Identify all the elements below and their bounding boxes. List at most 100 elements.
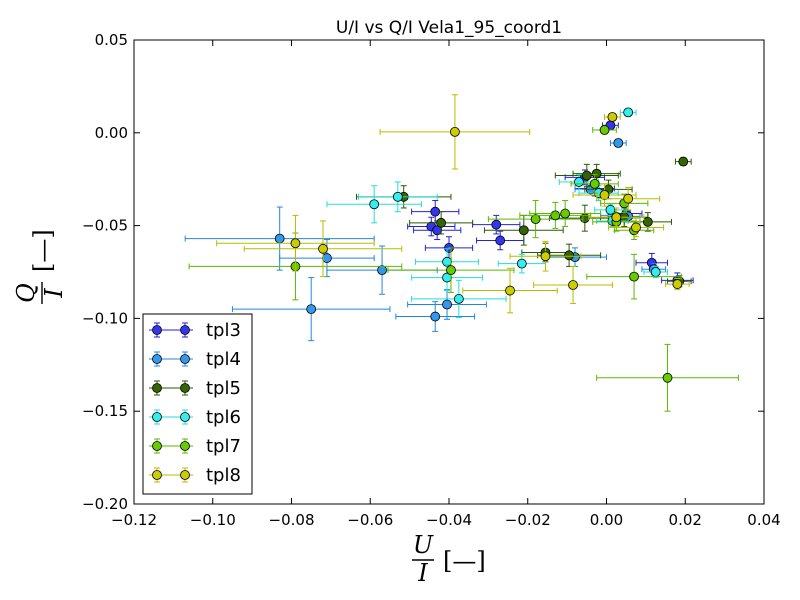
- legend-entry-tpl6: tpl6: [149, 407, 241, 428]
- data-point-tpl5: [581, 170, 592, 181]
- data-point-tpl8: [505, 285, 515, 296]
- legend-marker: [152, 325, 162, 335]
- legend-marker: [180, 441, 190, 451]
- y-axis-label: Q I [—]: [12, 229, 68, 304]
- data-point-tpl7: [599, 125, 610, 135]
- data-point-tpl8: [623, 193, 634, 204]
- data-point-tpl8: [599, 190, 610, 200]
- data-point-tpl4: [430, 311, 441, 322]
- legend-label: tpl7: [206, 436, 241, 457]
- y-tick-label: −0.20: [82, 495, 128, 513]
- data-point-tpl8: [290, 238, 301, 249]
- data-point-tpl7: [589, 178, 600, 189]
- ticks-layer: −0.12 −0.10 −0.08 −0.06 −0.04 −0.02 0.00 0.02 0.…: [82, 31, 781, 529]
- data-point-tpl4: [322, 253, 332, 263]
- legend-entry-tpl5: tpl5: [149, 378, 241, 399]
- data-point-tpl6: [392, 191, 403, 202]
- data-point-tpl7: [550, 210, 561, 221]
- legend-marker: [180, 383, 190, 393]
- y-tick-label: 0.00: [95, 124, 128, 142]
- data-point-tpl6: [650, 267, 661, 277]
- data-point-tpl7: [629, 271, 639, 282]
- x-tick-label: 0.04: [747, 511, 780, 529]
- data-point-tpl6: [574, 177, 584, 187]
- x-tick-label: −0.06: [347, 511, 393, 529]
- data-point-tpl5: [436, 217, 447, 228]
- y-axis-label-unit: [—]: [29, 229, 57, 272]
- data-point-tpl3: [432, 225, 443, 236]
- legend-marker: [180, 412, 190, 422]
- legend-entries: tpl3 tpl4 tpl5 tpl6 tpl7 tpl8: [149, 320, 241, 486]
- legend-label: tpl4: [206, 349, 241, 370]
- x-axis-label-denominator: I: [417, 559, 428, 587]
- legend-label: tpl8: [206, 465, 241, 486]
- data-point-tpl8: [672, 279, 683, 289]
- x-axis-label-unit: [—]: [443, 547, 486, 575]
- x-tick-label: −0.04: [426, 511, 472, 529]
- data-point-tpl7: [530, 214, 541, 225]
- data-point-tpl7: [446, 265, 456, 276]
- x-axis-label-numerator: U: [413, 531, 434, 559]
- legend-frame: [142, 313, 253, 495]
- x-tick-label: −0.12: [111, 511, 157, 529]
- data-layer: [184, 94, 739, 412]
- data-point-tpl4: [306, 304, 317, 315]
- y-tick-label: −0.15: [82, 402, 128, 420]
- legend-marker: [152, 383, 162, 393]
- legend-label: tpl6: [206, 407, 241, 428]
- legend-entry-tpl8: tpl8: [149, 465, 241, 486]
- legend-marker: [152, 354, 162, 364]
- x-axis-label: U I [—]: [412, 531, 486, 587]
- data-point-tpl8: [611, 212, 622, 223]
- data-point-tpl6: [442, 272, 452, 283]
- data-point-tpl5: [642, 216, 653, 227]
- data-point-tpl3: [491, 219, 502, 230]
- legend-marker: [152, 470, 162, 480]
- legend-marker: [152, 412, 162, 422]
- x-tick-label: 0.00: [590, 511, 623, 529]
- data-point-tpl8: [568, 280, 578, 290]
- data-point-tpl7: [662, 372, 673, 383]
- legend-marker: [180, 325, 190, 335]
- legend-label: tpl3: [206, 320, 241, 341]
- x-tick-label: 0.02: [669, 511, 702, 529]
- data-point-tpl5: [518, 225, 529, 236]
- series-tpl8: [216, 94, 690, 314]
- legend-marker: [152, 441, 162, 451]
- data-point-tpl8: [450, 126, 460, 137]
- x-tick-label: −0.10: [190, 511, 236, 529]
- y-tick-label: −0.05: [82, 217, 128, 235]
- data-point-tpl5: [591, 168, 602, 179]
- data-point-tpl4: [377, 265, 387, 276]
- data-point-tpl8: [318, 243, 328, 254]
- y-axis-label-denominator: I: [40, 288, 68, 299]
- data-point-tpl4: [613, 138, 624, 148]
- data-point-tpl5: [564, 250, 574, 261]
- legend-marker: [180, 470, 190, 480]
- y-tick-label: 0.05: [95, 31, 128, 49]
- data-point-tpl4: [442, 299, 452, 310]
- legend-marker: [180, 354, 190, 364]
- legend-entry-tpl4: tpl4: [149, 349, 241, 370]
- data-point-tpl6: [369, 199, 380, 210]
- data-point-tpl3: [495, 235, 506, 246]
- data-point-tpl5: [678, 156, 689, 167]
- chart-title: U/I vs Q/I Vela1_95_coord1: [336, 18, 562, 38]
- data-point-tpl4: [274, 233, 285, 244]
- data-point-tpl6: [453, 294, 464, 304]
- data-point-tpl8: [540, 251, 551, 262]
- data-point-tpl6: [516, 258, 527, 269]
- legend-entry-tpl7: tpl7: [149, 436, 241, 457]
- x-tick-label: −0.02: [505, 511, 551, 529]
- data-point-tpl7: [560, 208, 571, 219]
- y-tick-label: −0.10: [82, 309, 128, 327]
- legend: tpl3 tpl4 tpl5 tpl6 tpl7 tpl8: [142, 313, 253, 495]
- data-point-tpl6: [605, 204, 616, 215]
- y-axis-label-numerator: Q: [12, 283, 40, 303]
- data-point-tpl6: [623, 107, 634, 118]
- x-tick-label: −0.08: [269, 511, 315, 529]
- data-point-tpl8: [607, 112, 618, 122]
- data-point-tpl8: [631, 222, 641, 233]
- legend-entry-tpl3: tpl3: [149, 320, 241, 341]
